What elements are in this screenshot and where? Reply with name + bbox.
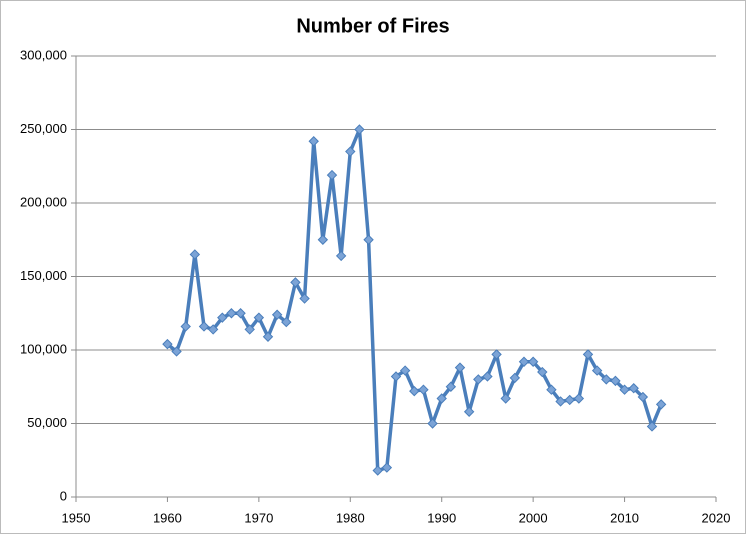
data-marker xyxy=(500,393,511,404)
data-marker xyxy=(555,396,566,407)
x-tick-label: 1980 xyxy=(336,510,365,525)
data-marker xyxy=(518,356,530,367)
y-tick-label: 200,000 xyxy=(20,194,67,209)
data-marker xyxy=(290,277,301,288)
data-marker xyxy=(509,372,521,384)
data-marker xyxy=(573,393,585,404)
data-marker xyxy=(427,418,438,429)
data-marker xyxy=(180,321,191,332)
data-marker xyxy=(335,250,347,262)
data-marker xyxy=(253,312,265,323)
data-marker xyxy=(546,384,557,395)
data-marker xyxy=(381,462,393,473)
data-marker xyxy=(454,362,466,373)
data-marker xyxy=(189,249,201,260)
data-marker xyxy=(601,374,612,385)
data-marker xyxy=(537,366,548,378)
data-marker xyxy=(628,383,639,394)
data-marker xyxy=(226,308,237,319)
y-tick-label: 300,000 xyxy=(20,47,67,62)
data-marker xyxy=(564,394,575,406)
x-tick-label: 2010 xyxy=(610,510,639,525)
data-marker xyxy=(244,324,255,335)
data-marker xyxy=(207,324,219,335)
data-marker xyxy=(445,381,457,392)
data-marker xyxy=(162,338,173,350)
data-marker xyxy=(463,406,475,417)
data-marker xyxy=(591,365,603,376)
data-marker xyxy=(354,124,365,135)
data-marker xyxy=(418,384,429,395)
y-tick-label: 150,000 xyxy=(20,268,67,283)
data-marker xyxy=(308,136,319,147)
x-tick-label: 1990 xyxy=(427,510,456,525)
data-marker xyxy=(345,146,356,157)
data-marker xyxy=(299,293,310,304)
data-marker xyxy=(171,346,182,357)
data-marker xyxy=(363,234,374,245)
x-tick-label: 1950 xyxy=(62,510,91,525)
data-marker xyxy=(582,349,594,360)
data-marker xyxy=(262,331,274,342)
data-marker xyxy=(482,371,493,382)
x-tick-label: 2000 xyxy=(519,510,548,525)
data-marker xyxy=(646,421,658,432)
data-marker xyxy=(217,312,228,323)
data-marker xyxy=(390,371,402,382)
data-marker xyxy=(491,349,502,360)
data-marker xyxy=(655,399,667,410)
data-marker xyxy=(610,375,621,387)
data-marker xyxy=(271,309,283,320)
data-marker xyxy=(473,374,484,385)
data-marker xyxy=(527,356,539,367)
y-tick-label: 250,000 xyxy=(20,121,67,136)
data-marker xyxy=(281,316,292,328)
x-tick-label: 1960 xyxy=(153,510,182,525)
data-marker xyxy=(399,365,411,376)
x-tick-label: 2020 xyxy=(702,510,731,525)
data-marker xyxy=(409,385,420,397)
data-marker xyxy=(326,169,338,181)
y-tick-label: 50,000 xyxy=(27,415,67,430)
data-marker xyxy=(317,234,329,245)
data-marker xyxy=(637,391,649,403)
data-marker xyxy=(372,465,383,476)
chart-title: Number of Fires xyxy=(296,15,449,37)
data-marker xyxy=(198,321,210,332)
x-tick-label: 1970 xyxy=(244,510,273,525)
data-marker xyxy=(235,308,246,319)
data-marker xyxy=(619,384,630,395)
y-tick-label: 100,000 xyxy=(20,341,67,356)
data-marker xyxy=(436,393,447,404)
y-tick-label: 0 xyxy=(60,488,67,503)
